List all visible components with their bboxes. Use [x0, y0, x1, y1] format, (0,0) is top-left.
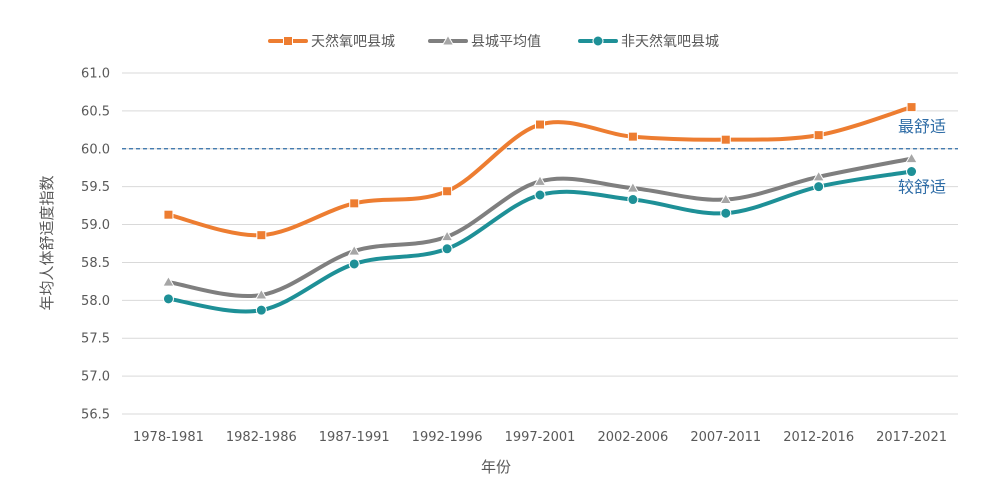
legend-swatch-marker [441, 34, 455, 46]
data-point [719, 193, 733, 205]
y-tick-label: 58.0 [81, 294, 110, 309]
legend-item: 天然氧吧县城 [268, 33, 395, 50]
data-point [440, 230, 454, 242]
x-tick-label: 1997-2001 [505, 430, 576, 445]
x-tick-label: 1987-1991 [319, 430, 390, 445]
data-point [348, 258, 360, 270]
data-point [255, 304, 267, 316]
annotation-label: 最舒适 [898, 117, 946, 136]
x-tick-label: 1978-1981 [133, 430, 204, 445]
legend-item: 县城平均值 [428, 34, 541, 50]
data-point [163, 209, 174, 220]
y-tick-label: 57.5 [81, 332, 110, 347]
data-point [626, 181, 640, 193]
data-point [254, 288, 268, 300]
data-point [905, 152, 918, 164]
data-point [906, 166, 918, 178]
x-axis-title: 年份 [481, 458, 511, 476]
data-point [534, 189, 546, 201]
data-point [627, 131, 638, 142]
data-point [535, 119, 545, 130]
data-point [720, 134, 731, 145]
data-point [442, 186, 453, 197]
data-point [162, 275, 175, 287]
y-tick-label: 59.5 [81, 180, 110, 195]
x-tick-label: 1992-1996 [412, 430, 483, 445]
data-point [812, 170, 826, 182]
legend-swatch-marker [283, 36, 293, 46]
legend: 天然氧吧县城 县城平均值 非天然氧吧县城 [268, 33, 719, 50]
y-tick-label: 58.5 [81, 256, 110, 271]
legend-label: 天然氧吧县城 [311, 33, 395, 50]
legend-swatch-marker [592, 35, 604, 47]
data-point [627, 194, 639, 206]
data-point [441, 243, 453, 255]
annotation-label: 较舒适 [898, 178, 946, 197]
x-axis-ticks: 1978-1981 1982-1986 1987-1991 1992-1996 1997… [133, 430, 947, 445]
y-tick-label: 61.0 [81, 67, 110, 82]
y-tick-label: 60.5 [81, 104, 110, 119]
y-tick-label: 59.0 [81, 218, 110, 233]
y-axis-title: 年均人体舒适度指数 [38, 175, 56, 310]
data-point [906, 102, 917, 113]
x-tick-label: 2002-2006 [597, 430, 668, 445]
series-2 [162, 152, 918, 300]
y-axis-ticks: 56.5 57.0 57.5 58.0 58.5 59.0 59.5 60.0 60.5 61.0 [81, 67, 110, 423]
data-point [347, 244, 361, 256]
data-point [162, 293, 174, 305]
data-point [256, 230, 267, 241]
data-point [533, 174, 547, 186]
x-tick-label: 2012-2016 [783, 430, 854, 445]
series-group [162, 102, 918, 316]
x-tick-label: 2007-2011 [690, 430, 761, 445]
data-point [349, 198, 360, 209]
y-tick-label: 56.5 [81, 408, 110, 423]
data-point [813, 181, 825, 193]
data-point [720, 207, 732, 219]
y-tick-label: 57.0 [81, 370, 110, 385]
series-3 [162, 166, 918, 316]
y-tick-label: 60.0 [81, 142, 110, 157]
legend-label: 县城平均值 [471, 34, 541, 50]
x-tick-label: 2017-2021 [876, 430, 947, 445]
series-1 [163, 102, 917, 241]
legend-label: 非天然氧吧县城 [621, 33, 719, 50]
data-point [813, 130, 824, 141]
x-tick-label: 1982-1986 [226, 430, 297, 445]
legend-item: 非天然氧吧县城 [578, 33, 719, 50]
